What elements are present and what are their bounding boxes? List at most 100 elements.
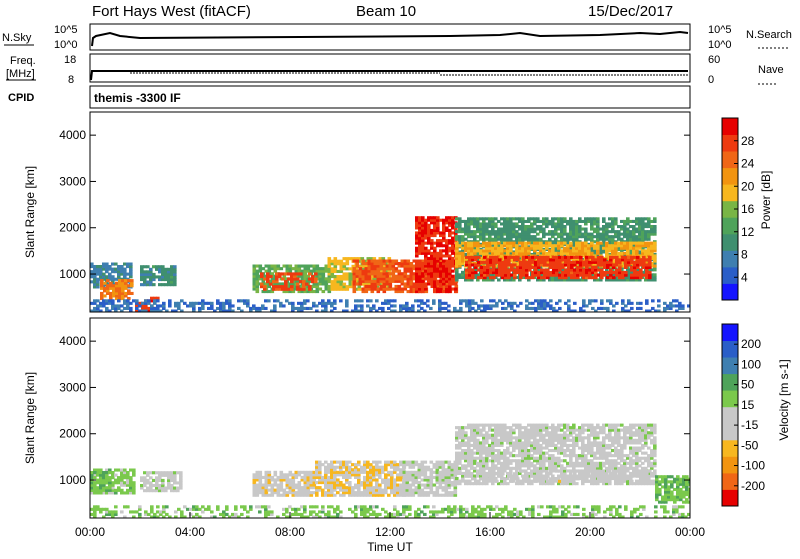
power-cell bbox=[360, 304, 364, 307]
power-cell bbox=[639, 302, 643, 305]
nsky-label: N.Sky bbox=[2, 32, 32, 44]
velocity-cell bbox=[132, 469, 136, 472]
velocity-cell bbox=[108, 471, 112, 474]
power-cell bbox=[228, 299, 232, 302]
power-cell bbox=[129, 307, 133, 310]
power-cell bbox=[569, 242, 573, 245]
freq-label: Freq. bbox=[10, 55, 36, 67]
power-colorbar-swatch bbox=[722, 168, 738, 185]
nsearch-tick-bottom: 10^0 bbox=[708, 39, 732, 51]
power-colorbar-swatch bbox=[722, 118, 738, 135]
power-cell bbox=[405, 302, 409, 305]
velocity-cell bbox=[268, 471, 272, 474]
power-cell bbox=[135, 299, 139, 302]
velocity-cell bbox=[274, 471, 278, 474]
freq-tick-bottom: 8 bbox=[68, 74, 74, 86]
power-cell bbox=[584, 228, 588, 231]
power-cell bbox=[606, 307, 610, 310]
power-colorbar-tick-label: 4 bbox=[741, 270, 748, 284]
power-cell bbox=[381, 307, 385, 310]
date-title: 15/Dec/2017 bbox=[588, 3, 673, 20]
power-cell bbox=[596, 217, 600, 220]
velocity-cell bbox=[378, 461, 382, 464]
velocity-cell bbox=[161, 479, 165, 482]
power-cell bbox=[653, 242, 657, 245]
power-cell bbox=[614, 217, 618, 220]
power-cell bbox=[173, 265, 177, 268]
power-cell bbox=[454, 288, 458, 291]
power-ytick-label: 4000 bbox=[59, 128, 86, 142]
power-cell bbox=[152, 283, 156, 286]
freq-strip-frame bbox=[90, 54, 690, 82]
freq-trace bbox=[91, 71, 688, 80]
power-cell bbox=[267, 299, 271, 302]
cpid-value: themis -3300 IF bbox=[94, 91, 181, 105]
power-cell bbox=[648, 271, 652, 274]
power-ytick-label: 2000 bbox=[59, 221, 86, 235]
power-cell bbox=[269, 275, 273, 278]
power-ytick-label: 3000 bbox=[59, 174, 86, 188]
velocity-cell bbox=[399, 461, 403, 464]
power-cell bbox=[602, 217, 606, 220]
power-cell bbox=[426, 299, 430, 302]
power-cell bbox=[282, 304, 286, 307]
power-cell bbox=[393, 304, 397, 307]
power-cell bbox=[111, 299, 115, 302]
power-cell bbox=[651, 299, 655, 302]
power-cell bbox=[609, 299, 613, 302]
power-cell bbox=[657, 304, 661, 307]
power-cell bbox=[369, 299, 373, 302]
power-cell bbox=[648, 256, 652, 259]
power-cell bbox=[630, 307, 634, 310]
power-cell bbox=[639, 307, 643, 310]
nsearch-label: N.Search bbox=[746, 29, 792, 41]
power-cell bbox=[314, 272, 318, 275]
power-cell bbox=[653, 217, 657, 220]
velocity-cell bbox=[259, 471, 263, 474]
station-title: Fort Hays West (fitACF) bbox=[92, 3, 251, 20]
power-colorbar-tick-label: 20 bbox=[741, 179, 755, 193]
cpid-label: CPID bbox=[8, 92, 34, 104]
power-cell bbox=[653, 265, 657, 268]
nave-label: Nave bbox=[758, 64, 784, 76]
power-cell bbox=[432, 299, 436, 302]
power-cell bbox=[630, 302, 634, 305]
freq-tick-top: 18 bbox=[64, 54, 76, 66]
power-cell bbox=[291, 302, 295, 305]
power-cell bbox=[459, 307, 463, 310]
power-cell bbox=[599, 242, 603, 245]
power-cell bbox=[600, 299, 604, 302]
power-cell bbox=[339, 299, 343, 302]
power-cell bbox=[519, 302, 523, 305]
power-cell bbox=[333, 299, 337, 302]
power-colorbar-tick-label: 8 bbox=[741, 248, 748, 262]
velocity-cell bbox=[179, 471, 183, 474]
power-cell bbox=[615, 302, 619, 305]
power-cell bbox=[653, 254, 657, 257]
power-cell bbox=[558, 299, 562, 302]
power-cell bbox=[624, 271, 628, 274]
power-cell bbox=[260, 272, 264, 275]
power-cell bbox=[333, 307, 337, 310]
power-cell bbox=[263, 285, 267, 288]
power-cell bbox=[549, 299, 553, 302]
power-cell bbox=[567, 304, 571, 307]
power-cell bbox=[372, 304, 376, 307]
power-cell bbox=[375, 299, 379, 302]
power-cell bbox=[308, 285, 312, 288]
power-cell bbox=[273, 304, 277, 307]
power-cell bbox=[246, 299, 250, 302]
power-cell bbox=[231, 304, 235, 307]
nsky-tick-top: 10^5 bbox=[54, 24, 78, 36]
nsearch-tick-top: 10^5 bbox=[708, 24, 732, 36]
velocity-cell bbox=[348, 481, 352, 484]
power-cell bbox=[299, 272, 303, 275]
power-colorbar-tick-label: 28 bbox=[741, 134, 755, 148]
nave-tick-top: 60 bbox=[708, 54, 720, 66]
power-cell bbox=[130, 292, 134, 295]
power-colorbar-swatch bbox=[722, 267, 738, 284]
